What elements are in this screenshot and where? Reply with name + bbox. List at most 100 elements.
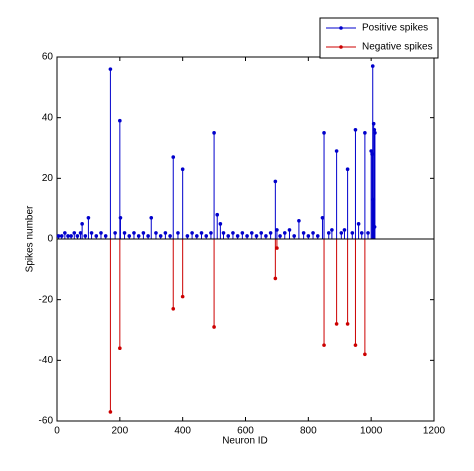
x-tick-label: 800 [300,426,317,437]
stem-marker [259,231,264,235]
stem-marker [292,234,296,238]
stem-marker [373,131,377,135]
stem-marker [83,234,88,238]
stem-marker [171,306,176,311]
stem-marker [218,222,223,226]
stem-marker [163,231,168,235]
stem-marker [113,231,117,235]
stem-marker [69,234,73,238]
stem-marker [89,231,94,235]
stem-marker [154,231,158,235]
stem-marker [94,234,99,238]
stem-marker [212,325,216,329]
stem-marker [132,231,136,235]
stem-marker [108,410,113,414]
legend-marker [339,45,343,49]
stem-marker [141,231,146,235]
stem-marker [353,343,358,347]
x-tick-label: 400 [174,426,191,437]
stem-marker [356,222,361,226]
stem-marker [306,234,311,238]
stem-marker [118,118,122,123]
stem-marker [231,231,235,235]
stem-marker [366,231,370,235]
stem-marker [118,215,123,220]
stem-marker [345,167,350,172]
stem-marker [226,234,231,238]
stem-marker [99,231,103,235]
stem-marker [371,121,376,126]
stem-marker [342,228,347,232]
stem-marker [240,231,245,235]
stem-marker [315,234,320,238]
stem-marker [66,234,70,238]
stem-marker [322,131,326,135]
stem-marker [78,231,83,235]
stem-marker [322,343,326,347]
stem-marker [204,234,209,238]
x-tick-label: 1200 [423,426,446,437]
stem-marker [320,215,325,220]
stem-marker [180,167,185,172]
stem-marker [268,231,273,235]
stem-marker [168,234,172,238]
stem-marker [345,322,350,326]
stem-marker [209,231,213,235]
stem-marker [363,131,367,135]
stem-marker [63,231,67,235]
stem-marker [72,231,77,235]
stem-marker [275,246,279,250]
stem-marker [311,231,315,235]
stem-marker [75,234,80,238]
x-axis-label: Neuron ID [222,436,268,447]
y-axis-label: Spikes number [25,205,36,272]
stem-marker [171,155,176,159]
stem-marker [278,234,282,238]
legend-label: Positive spikes [362,23,428,34]
stem-marker [330,228,334,232]
legend-label: Negative spikes [362,42,433,53]
stem-marker [103,234,108,238]
stem-marker [245,234,249,238]
stem-marker [264,234,268,238]
stem-marker [199,231,204,235]
stem-marker [221,231,226,235]
stem-marker [185,234,190,238]
y-tick-label: -20 [39,294,54,305]
stem-marker [370,64,375,68]
stem-marker [273,179,278,184]
stem-marker [301,231,306,235]
y-tick-label: 60 [42,52,54,63]
stem-marker [359,231,364,235]
stem-marker [350,231,355,235]
stem-marker [212,131,216,135]
stem-marker [372,128,377,132]
stem-marker [249,231,254,235]
stem-marker [297,219,301,223]
stem-marker [80,222,84,226]
stem-marker [146,234,150,238]
stem-marker [353,128,358,132]
stem-marker [339,231,344,235]
y-tick-label: 0 [47,234,53,245]
stem-marker [215,212,220,217]
stem-marker [190,231,194,235]
stem-marker [149,215,154,220]
stem-marker [56,234,61,238]
stem-marker [122,231,127,235]
stem-marker [180,294,185,299]
stem-marker [108,67,113,71]
stem-marker [158,234,163,238]
stem-marker [127,234,132,238]
stem-marker [326,231,331,235]
stem-marker [136,234,141,238]
x-tick-label: 200 [111,426,128,437]
stem-marker [287,228,292,232]
stem-marker [363,352,367,357]
stem-marker [195,234,199,238]
y-tick-label: 40 [42,112,54,123]
x-tick-label: 1000 [360,426,383,437]
stem-marker [334,322,339,326]
legend-box [319,17,439,59]
